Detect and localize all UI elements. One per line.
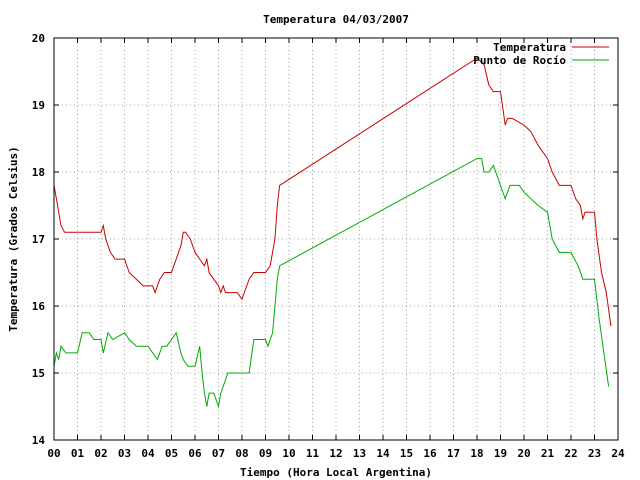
- x-tick-label: 14: [376, 447, 390, 460]
- y-tick-label: 18: [32, 166, 45, 179]
- series-line-1: [53, 158, 610, 409]
- y-tick-label: 16: [32, 300, 46, 313]
- y-tick-label: 14: [32, 434, 46, 447]
- x-tick-label: 12: [329, 447, 342, 460]
- x-tick-label: 18: [470, 447, 483, 460]
- x-tick-label: 10: [282, 447, 295, 460]
- x-tick-label: 22: [564, 447, 577, 460]
- x-tick-label: 00: [47, 447, 60, 460]
- legend-label: Punto de Rocío: [473, 54, 566, 67]
- chart-title: Temperatura 04/03/2007: [263, 13, 409, 26]
- y-tick-label: 19: [32, 99, 45, 112]
- series-line-0: [53, 57, 612, 327]
- x-tick-label: 08: [235, 447, 248, 460]
- x-tick-label: 02: [94, 447, 107, 460]
- x-tick-label: 05: [165, 447, 178, 460]
- x-tick-label: 01: [71, 447, 85, 460]
- x-tick-label: 03: [118, 447, 131, 460]
- series-lines: [53, 57, 612, 409]
- x-axis-label: Tiempo (Hora Local Argentina): [240, 466, 432, 479]
- y-tick-labels: 14 15 16 17 18 19 20: [32, 32, 46, 447]
- y-axis-label: Temperatura (Grados Celsius): [7, 146, 20, 331]
- y-tick-label: 15: [32, 367, 45, 380]
- x-tick-label: 07: [212, 447, 225, 460]
- x-tick-label: 19: [494, 447, 507, 460]
- x-tick-label: 24: [611, 447, 625, 460]
- legend-label: Temperatura: [493, 41, 566, 54]
- y-tick-label: 20: [32, 32, 45, 45]
- x-tick-label: 09: [259, 447, 272, 460]
- x-tick-label: 06: [188, 447, 202, 460]
- x-tick-label: 23: [588, 447, 601, 460]
- x-tick-label: 04: [141, 447, 155, 460]
- x-tick-label: 16: [423, 447, 437, 460]
- plot-frame: [53, 37, 619, 441]
- x-tick-label: 21: [541, 447, 555, 460]
- x-tick-label: 17: [447, 447, 460, 460]
- y-tick-label: 17: [32, 233, 45, 246]
- x-tick-label: 15: [400, 447, 413, 460]
- grid: [53, 37, 619, 441]
- x-tick-label: 20: [517, 447, 530, 460]
- x-tick-label: 13: [353, 447, 366, 460]
- x-tick-labels: 00 01 02 03 04 05 06 07 08 09 10 11 12 13 14 15 16 17 18 19…: [47, 447, 625, 460]
- x-tick-label: 11: [306, 447, 320, 460]
